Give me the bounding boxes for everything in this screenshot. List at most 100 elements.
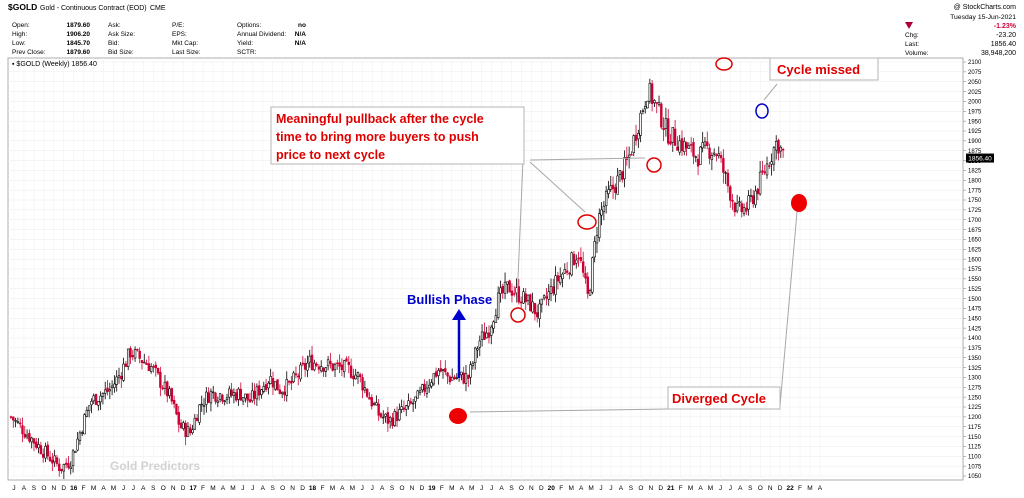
candle-body — [209, 390, 213, 404]
x-tick-label: F — [82, 485, 86, 492]
candle-body — [692, 142, 695, 157]
header-field-label: Prev Close: — [12, 49, 46, 56]
candle-body — [205, 391, 208, 405]
candle-body — [285, 378, 288, 396]
candle-body — [421, 384, 424, 391]
candle-body — [441, 369, 445, 371]
y-tick-label: 1125 — [968, 445, 982, 451]
candle-body — [251, 390, 254, 402]
candle-body — [646, 100, 649, 109]
candle-body — [749, 195, 753, 197]
candle-body — [448, 376, 452, 383]
x-tick-label: O — [519, 485, 524, 492]
header-field-label: Yield: — [237, 40, 253, 47]
candle-body — [62, 464, 66, 472]
candle-body — [306, 362, 309, 371]
y-tick-label: 1800 — [968, 178, 982, 184]
candle-body — [648, 82, 652, 102]
candle-body — [55, 457, 59, 464]
candle-body — [170, 388, 174, 402]
y-tick-label: 1575 — [968, 267, 982, 273]
candle-body — [39, 445, 43, 455]
x-tick-label: N — [410, 485, 415, 492]
candle-body — [23, 433, 26, 438]
candle-body — [99, 395, 102, 403]
x-tick-label: A — [22, 485, 27, 492]
candle-body — [529, 294, 532, 312]
candle-body — [124, 363, 128, 367]
cycle-top-marker-1 — [510, 307, 526, 323]
candle-body — [234, 392, 238, 401]
candle-body — [221, 394, 224, 402]
cycle-low-marker-2 — [791, 194, 807, 212]
header-field-label: Low: — [12, 40, 26, 47]
candle-body — [483, 331, 486, 341]
x-tick-label: M — [330, 485, 335, 492]
candle-body — [136, 348, 139, 351]
candle-body — [747, 195, 750, 210]
callout-lines — [469, 83, 798, 413]
bullish-arrow-head — [452, 309, 466, 320]
candle-body — [51, 459, 54, 464]
candle-body — [198, 404, 201, 423]
candle-body — [223, 400, 226, 403]
annotation-pullback-line-3: price to next cycle — [276, 148, 385, 162]
x-tick-label: O — [758, 485, 763, 492]
x-tick-label: D — [420, 485, 425, 492]
svg-text:1856.40: 1856.40 — [968, 155, 992, 162]
annotation-pullback-line-2: time to bring more buyers to push — [276, 130, 479, 144]
y-tick-label: 1750 — [968, 198, 982, 204]
x-tick-label: J — [719, 485, 722, 492]
candle-body — [287, 380, 291, 383]
candle-body — [104, 389, 107, 394]
candle-body — [731, 199, 734, 202]
annotation-diverged-cycle: Diverged Cycle — [667, 386, 781, 410]
candle-body — [473, 347, 477, 364]
candle-body — [257, 385, 261, 396]
candle-body — [113, 383, 116, 388]
candle-body — [271, 378, 275, 388]
y-tick-label: 1075 — [968, 464, 982, 470]
candle-body — [740, 203, 743, 212]
candle-body — [172, 399, 176, 405]
candle-body — [94, 394, 98, 405]
candle-body — [46, 444, 49, 457]
x-tick-label: 18 — [309, 485, 317, 492]
x-tick-label: S — [509, 485, 514, 492]
x-axis: J A S O N D 16 F M A M J J A S O N D 17 F M A M J J A S O N D 18 F M A M J J… — [12, 485, 822, 492]
candle-body — [87, 405, 91, 411]
annotation-pullback: Meaningful pullback after the cycle time… — [270, 106, 525, 165]
candle-body — [519, 301, 523, 304]
candle-body — [35, 441, 38, 448]
candle-body — [81, 432, 84, 434]
candle-body — [207, 392, 210, 403]
candle-body — [719, 155, 723, 159]
candle-body — [377, 403, 380, 416]
annotation-pullback-line-1: Meaningful pullback after the cycle — [276, 112, 484, 126]
candle-body — [411, 402, 415, 405]
x-tick-label: M — [588, 485, 593, 492]
candle-body — [770, 161, 773, 165]
candle-body — [480, 331, 484, 340]
header: $GOLD Gold - Continuous Contract (EOD) C… — [8, 2, 1017, 57]
candle-body — [163, 381, 167, 389]
candle-body — [97, 401, 100, 406]
candle-body — [276, 379, 279, 391]
candle-body — [83, 414, 86, 435]
candle-body — [618, 170, 622, 176]
candle-body — [41, 453, 45, 458]
candle-body — [775, 141, 778, 151]
candle-body — [570, 252, 573, 276]
candle-body — [733, 202, 737, 213]
candle-body — [513, 293, 516, 295]
candle-body — [653, 100, 656, 104]
candle-body — [462, 372, 465, 384]
annotation-cycle-missed: Cycle missed — [769, 57, 879, 81]
x-tick-label: F — [440, 485, 444, 492]
candle-body — [269, 376, 272, 384]
candle-body — [604, 190, 608, 206]
candle-body — [703, 141, 707, 146]
candle-body — [331, 363, 334, 371]
